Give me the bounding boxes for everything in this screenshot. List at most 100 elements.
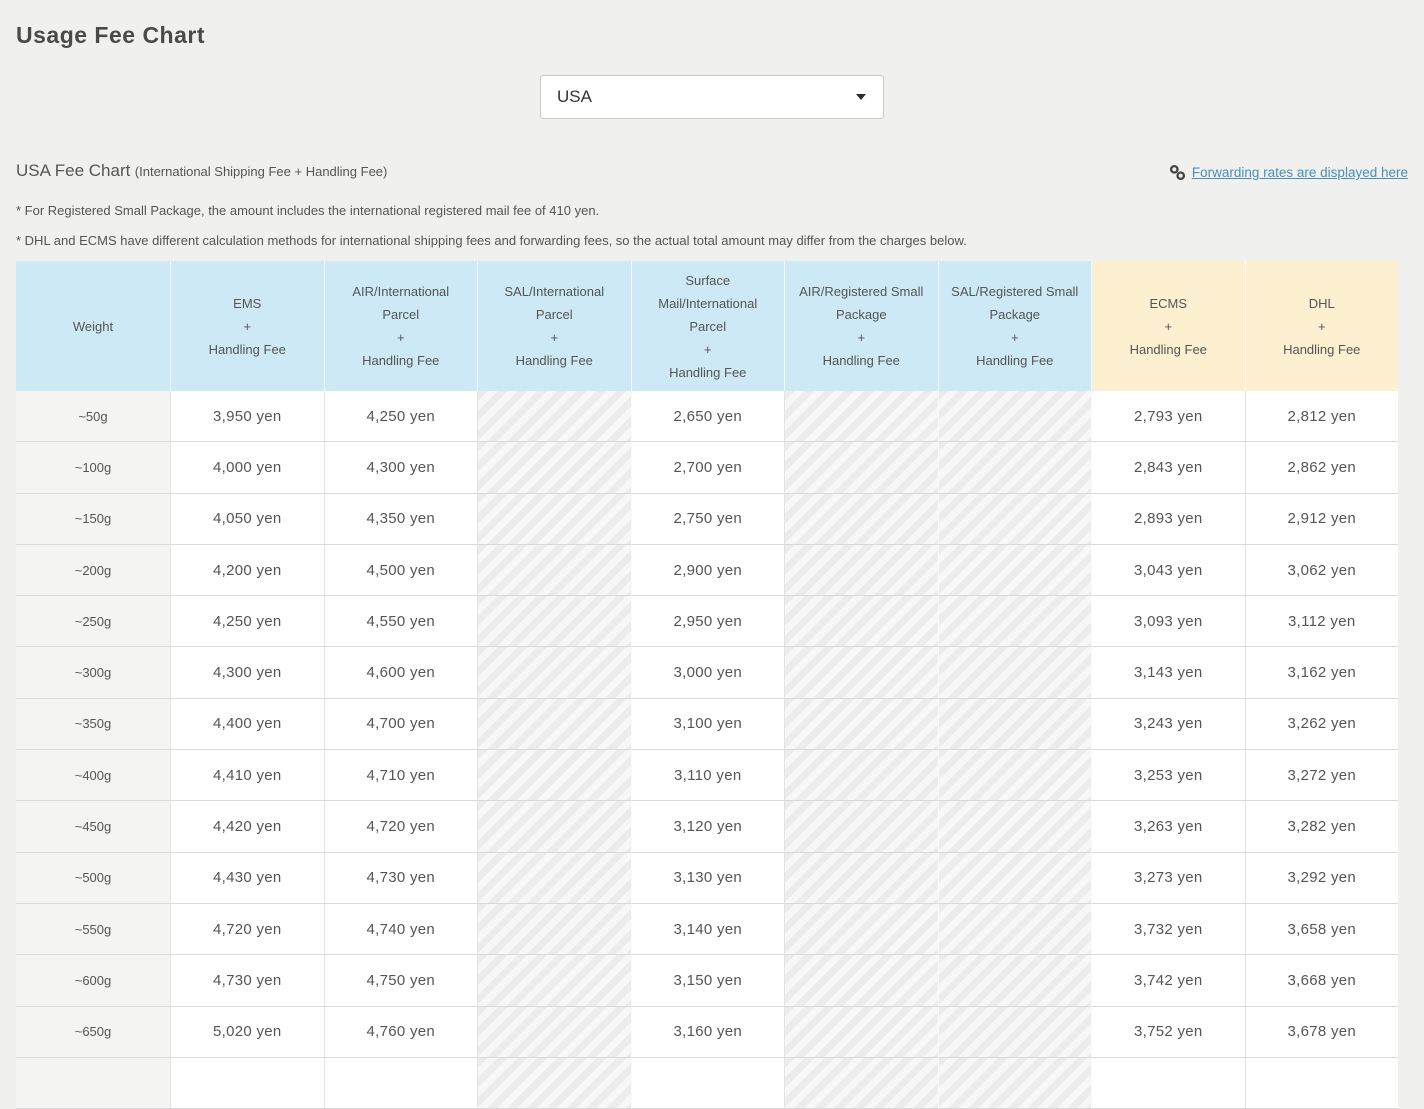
section-heading: USA Fee Chart: [16, 161, 131, 180]
unavailable-cell: [478, 544, 632, 597]
page-title: Usage Fee Chart: [16, 22, 206, 48]
fee-cell: 4,000 yen: [171, 442, 325, 494]
unavailable-cell: [478, 801, 632, 853]
weight-cell: ~650g: [16, 1006, 171, 1058]
unavailable-cell: [938, 391, 1092, 443]
fee-cell: 4,200 yen: [171, 544, 325, 597]
unavailable-cell: [478, 442, 632, 494]
caret-down-icon: [856, 94, 866, 100]
section-heading-group: USA Fee Chart (International Shipping Fe…: [16, 161, 387, 181]
fee-cell: 3,678 yen: [1245, 1006, 1398, 1058]
unavailable-cell: [478, 1057, 632, 1109]
unavailable-cell: [938, 955, 1092, 1007]
fee-cell: 2,793 yen: [1092, 391, 1246, 443]
fee-cell: 3,043 yen: [1092, 544, 1246, 597]
weight-cell: ~600g: [16, 955, 171, 1007]
table-row: ~250g 4,250 yen 4,550 yen 2,950 yen 3,093 ye…: [16, 596, 1398, 648]
fee-cell: 4,600 yen: [324, 647, 478, 699]
note-dhl-ecms: * DHL and ECMS have different calculatio…: [16, 233, 967, 248]
weight-cell: ~200g: [16, 544, 171, 597]
fee-cell: 3,093 yen: [1092, 596, 1246, 648]
column-header-ecms: ECMS + Handling Fee: [1092, 261, 1246, 391]
table-row: ~100g 4,000 yen 4,300 yen 2,700 yen 2,843 ye…: [16, 442, 1398, 494]
section-heading-sub: (International Shipping Fee + Handling F…: [134, 164, 388, 179]
weight-cell: ~500g: [16, 852, 171, 904]
fee-table: Weight EMS + Handling Fee AIR/Internationa…: [16, 261, 1398, 1109]
fee-cell: 4,250 yen: [324, 391, 478, 443]
fee-cell: 4,050 yen: [171, 493, 325, 545]
column-header-sal-international-parcel: SAL/International Parcel + Handling Fee: [478, 261, 632, 391]
fee-cell: 2,900 yen: [631, 544, 785, 597]
forwarding-rates-link[interactable]: Forwarding rates are displayed here: [1169, 164, 1408, 181]
unavailable-cell: [785, 647, 939, 699]
unavailable-cell: [785, 903, 939, 956]
fee-cell: 3,732 yen: [1092, 903, 1246, 956]
table-row: ~600g 4,730 yen 4,750 yen 3,150 yen 3,742 ye…: [16, 955, 1398, 1007]
fee-cell: 4,250 yen: [171, 596, 325, 648]
fee-cell: 3,243 yen: [1092, 698, 1246, 751]
fee-cell: 3,272 yen: [1245, 750, 1398, 802]
fee-cell: 4,410 yen: [171, 750, 325, 802]
fee-cell: 3,130 yen: [631, 852, 785, 904]
unavailable-cell: [938, 596, 1092, 648]
unavailable-cell: [785, 493, 939, 545]
column-header-sal-registered-small-package: SAL/Registered Small Package + Handling …: [938, 261, 1092, 391]
weight-cell: ~550g: [16, 903, 171, 956]
table-row: ~300g 4,300 yen 4,600 yen 3,000 yen 3,143 ye…: [16, 647, 1398, 699]
fee-cell: 4,720 yen: [324, 801, 478, 853]
unavailable-cell: [478, 698, 632, 751]
table-row: ~450g 4,420 yen 4,720 yen 3,120 yen 3,263 ye…: [16, 801, 1398, 853]
fee-cell: 3,150 yen: [631, 955, 785, 1007]
fee-cell: 3,143 yen: [1092, 647, 1246, 699]
unavailable-cell: [938, 903, 1092, 956]
unavailable-cell: [785, 801, 939, 853]
unavailable-cell: [938, 801, 1092, 853]
weight-cell: ~400g: [16, 750, 171, 802]
weight-cell: ~300g: [16, 647, 171, 699]
table-row-partial: [16, 1057, 1398, 1109]
section-header-row: USA Fee Chart (International Shipping Fe…: [16, 161, 1408, 181]
table-row: ~50g 3,950 yen 4,250 yen 2,650 yen 2,793 yen…: [16, 391, 1398, 443]
unavailable-cell: [938, 442, 1092, 494]
unavailable-cell: [785, 391, 939, 443]
unavailable-cell: [478, 903, 632, 956]
column-header-air-international-parcel: AIR/International Parcel + Handling Fee: [324, 261, 478, 391]
weight-cell: ~350g: [16, 698, 171, 751]
fee-cell: 2,893 yen: [1092, 493, 1246, 545]
country-select-value: USA: [557, 87, 592, 106]
unavailable-cell: [478, 750, 632, 802]
fee-table-header: Weight EMS + Handling Fee AIR/Internationa…: [16, 261, 1398, 391]
column-header-ems: EMS + Handling Fee: [171, 261, 325, 391]
fee-cell: 3,120 yen: [631, 801, 785, 853]
fee-cell: 2,812 yen: [1245, 391, 1398, 443]
unavailable-cell: [785, 698, 939, 751]
fee-cell: 3,262 yen: [1245, 698, 1398, 751]
unavailable-cell: [785, 750, 939, 802]
note-registered-small-package: * For Registered Small Package, the amou…: [16, 203, 600, 218]
country-select[interactable]: USA: [540, 75, 884, 119]
unavailable-cell: [785, 1057, 939, 1109]
unavailable-cell: [785, 852, 939, 904]
weight-cell: [16, 1057, 171, 1109]
unavailable-cell: [938, 647, 1092, 699]
unavailable-cell: [938, 1006, 1092, 1058]
unavailable-cell: [478, 955, 632, 1007]
column-header-air-registered-small-package: AIR/Registered Small Package + Handling …: [785, 261, 939, 391]
fee-cell: 3,742 yen: [1092, 955, 1246, 1007]
unavailable-cell: [938, 852, 1092, 904]
fee-cell: 3,000 yen: [631, 647, 785, 699]
table-row: ~150g 4,050 yen 4,350 yen 2,750 yen 2,893 ye…: [16, 493, 1398, 545]
fee-cell: 3,658 yen: [1245, 903, 1398, 956]
fee-cell: [324, 1057, 478, 1109]
country-select-wrap: USA: [16, 75, 1408, 119]
fee-cell: 2,650 yen: [631, 391, 785, 443]
fee-cell: 3,112 yen: [1245, 596, 1398, 648]
unavailable-cell: [478, 647, 632, 699]
unavailable-cell: [785, 442, 939, 494]
fee-cell: 2,950 yen: [631, 596, 785, 648]
fee-cell: 4,700 yen: [324, 698, 478, 751]
link-icon: [1169, 164, 1186, 181]
fee-cell: 3,140 yen: [631, 903, 785, 956]
unavailable-cell: [938, 698, 1092, 751]
